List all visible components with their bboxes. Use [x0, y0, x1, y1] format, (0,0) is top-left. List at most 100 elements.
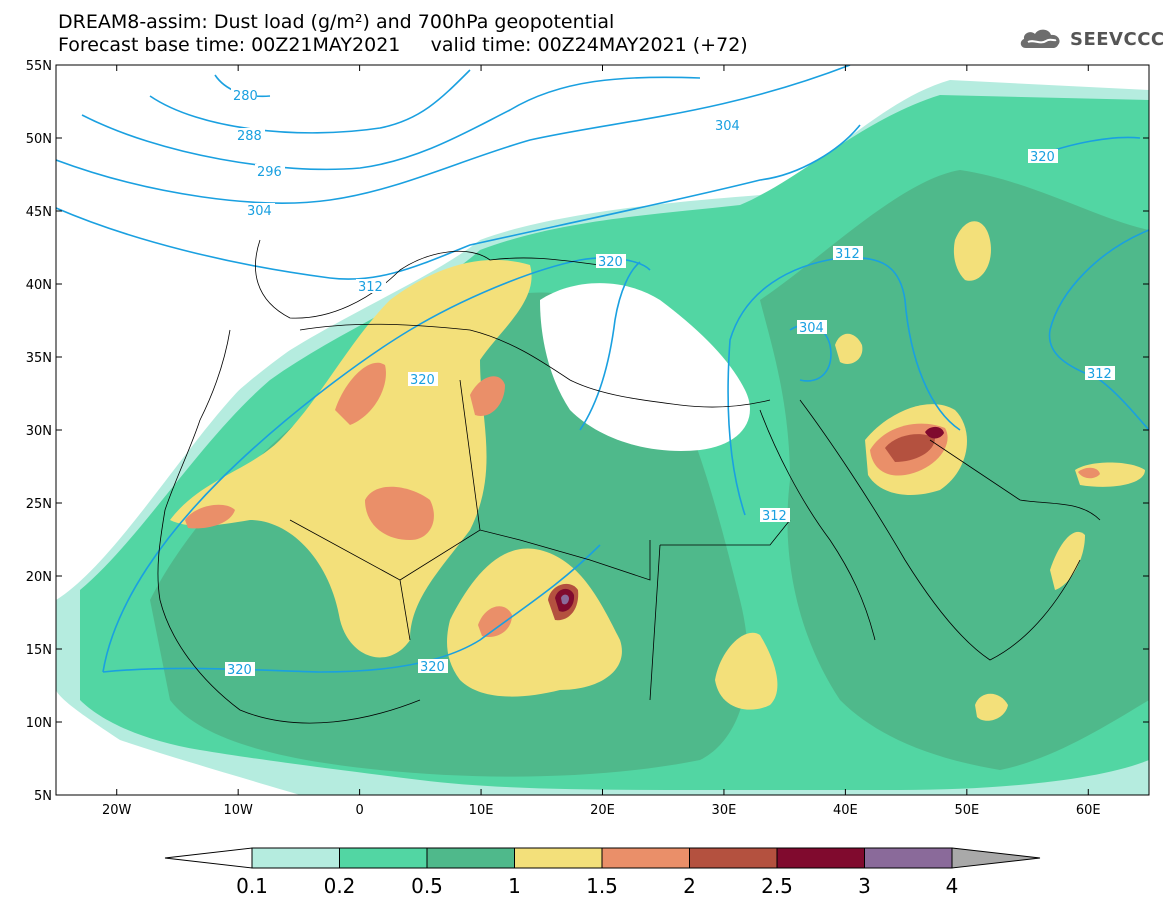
colorbar-tick-label: 3: [858, 874, 871, 898]
lat-tick-label: 30N: [26, 424, 52, 439]
coastline-europe: [255, 239, 601, 319]
colorbar-tick-label: 2.5: [761, 874, 793, 898]
colorbar-tick-label: 4: [946, 874, 959, 898]
map-title: DREAM8-assim: Dust load (g/m²) and 700hP…: [58, 11, 615, 33]
colorbar-swatch: [776, 847, 865, 869]
dust-level-1-sudan: [715, 632, 778, 710]
longitude-axis: 20W 10W 0 10E 20E 30E 40E 50E 60E: [102, 65, 1101, 818]
border-sahara: [289, 379, 651, 641]
contour-288: [149, 69, 471, 134]
lat-tick-label: 15N: [26, 643, 52, 658]
colorbar-under-arrow: [164, 847, 253, 869]
colorbar-swatch: [601, 847, 690, 869]
coastline-arabia: [799, 399, 1081, 661]
lat-tick-label: 25N: [26, 497, 52, 512]
contour-label: 320: [227, 663, 252, 678]
dust-level-2-iraq: [885, 434, 935, 462]
colorbar-tick-label: 0.5: [411, 874, 443, 898]
lat-tick-label: 55N: [26, 59, 52, 74]
colorbar-tick-label: 0.1: [236, 874, 268, 898]
contour-label: 320: [598, 255, 623, 270]
dust-level-1.5-chad: [478, 606, 512, 638]
map-area: 280 288 296 304 304 312 320 320 304 312 …: [56, 65, 1149, 795]
contour-label: 312: [762, 509, 787, 524]
coastline-gulf: [929, 439, 1101, 521]
contour-label: 296: [257, 165, 282, 180]
contour-label: 304: [715, 119, 740, 134]
contour-label: 280: [233, 89, 258, 104]
contour-label: 312: [358, 280, 383, 295]
contour-label: 320: [410, 373, 435, 388]
dust-level-1.5-algeria: [470, 376, 505, 416]
lat-tick-label: 20N: [26, 570, 52, 585]
lon-tick-label: 40E: [833, 803, 858, 818]
dust-level-1-chad: [447, 548, 622, 697]
contour-labels: 280 288 296 304 304 312 320 320 304 312 …: [225, 88, 1115, 678]
contour-304-west: [56, 65, 851, 204]
contour-312-med: [579, 261, 641, 431]
dust-level-3-chad: [561, 594, 569, 605]
contour-296: [81, 76, 701, 171]
coastline-north-africa: [299, 323, 771, 408]
contour-320-main: [102, 257, 651, 673]
contour-label: 288: [237, 129, 262, 144]
logo-text: SEEVCCC: [1070, 28, 1165, 50]
dust-level-1.5-mauritania: [185, 504, 235, 529]
contour-label: 312: [1087, 367, 1112, 382]
colorbar-tick-label: 0.2: [324, 874, 356, 898]
cloud-icon: [1020, 29, 1060, 48]
contour-312-east: [727, 256, 961, 516]
lon-tick-label: 20W: [102, 803, 132, 818]
contour-label: 320: [420, 660, 445, 675]
map-subtitle: Forecast base time: 00Z21MAY2021 valid t…: [58, 34, 748, 56]
dust-level-1-caspian: [953, 221, 991, 281]
colorbar-swatch: [864, 847, 953, 869]
latitude-axis: 55N 50N 45N 40N 35N 30N 25N 20N 15N 10N 5N: [26, 59, 1149, 804]
colorbar-tick-label: 2: [683, 874, 696, 898]
lat-tick-label: 10N: [26, 716, 52, 731]
lat-tick-label: 5N: [34, 789, 52, 804]
lon-tick-label: 30E: [712, 803, 737, 818]
coastline-red-sea: [759, 409, 876, 641]
dust-level-1.5-mali: [365, 486, 434, 540]
contour-312-caspian: [1048, 229, 1149, 431]
contour-320-south: [102, 544, 601, 673]
contour-label: 304: [247, 204, 272, 219]
logo: SEEVCCC: [1018, 26, 1165, 52]
lat-tick-label: 40N: [26, 278, 52, 293]
dust-level-1-horn: [975, 693, 1008, 721]
lon-tick-label: 20E: [590, 803, 615, 818]
colorbar: 0.1 0.2 0.5 1 1.5 2 2.5 3 4: [164, 847, 1041, 898]
colorbar-over-arrow: [951, 847, 1041, 869]
contour-label: 312: [835, 247, 860, 262]
colorbar-swatch: [689, 847, 778, 869]
colorbar-tick-label: 1: [508, 874, 521, 898]
dust-level-1.5-gulf: [1078, 467, 1100, 479]
contour-label: 304: [799, 321, 824, 336]
lat-tick-label: 50N: [26, 132, 52, 147]
contour-label: 320: [1030, 150, 1055, 165]
contour-312: [56, 124, 861, 280]
lon-tick-label: 10W: [223, 803, 253, 818]
lat-tick-label: 35N: [26, 351, 52, 366]
colorbar-swatch: [339, 847, 428, 869]
colorbar-swatch: [426, 847, 515, 869]
colorbar-swatch: [514, 847, 603, 869]
dust-level-1-libya: [835, 333, 863, 365]
lon-tick-label: 0: [355, 803, 363, 818]
dust-level-1.5-morocco: [335, 362, 386, 425]
colorbar-swatch: [251, 847, 340, 869]
lon-tick-label: 10E: [469, 803, 494, 818]
coastline-west-africa: [157, 329, 421, 724]
colorbar-tick-label: 1.5: [586, 874, 618, 898]
geopotential-contours: [56, 65, 1149, 673]
coastlines: [157, 239, 1101, 724]
lon-tick-label: 50E: [954, 803, 979, 818]
lon-tick-label: 60E: [1076, 803, 1101, 818]
northwest-clear-zone: [56, 65, 900, 600]
border-sudan: [649, 519, 791, 701]
dust-level-1-sahara: [170, 259, 532, 658]
lat-tick-label: 45N: [26, 205, 52, 220]
dust-level-1-oman: [1050, 531, 1085, 590]
